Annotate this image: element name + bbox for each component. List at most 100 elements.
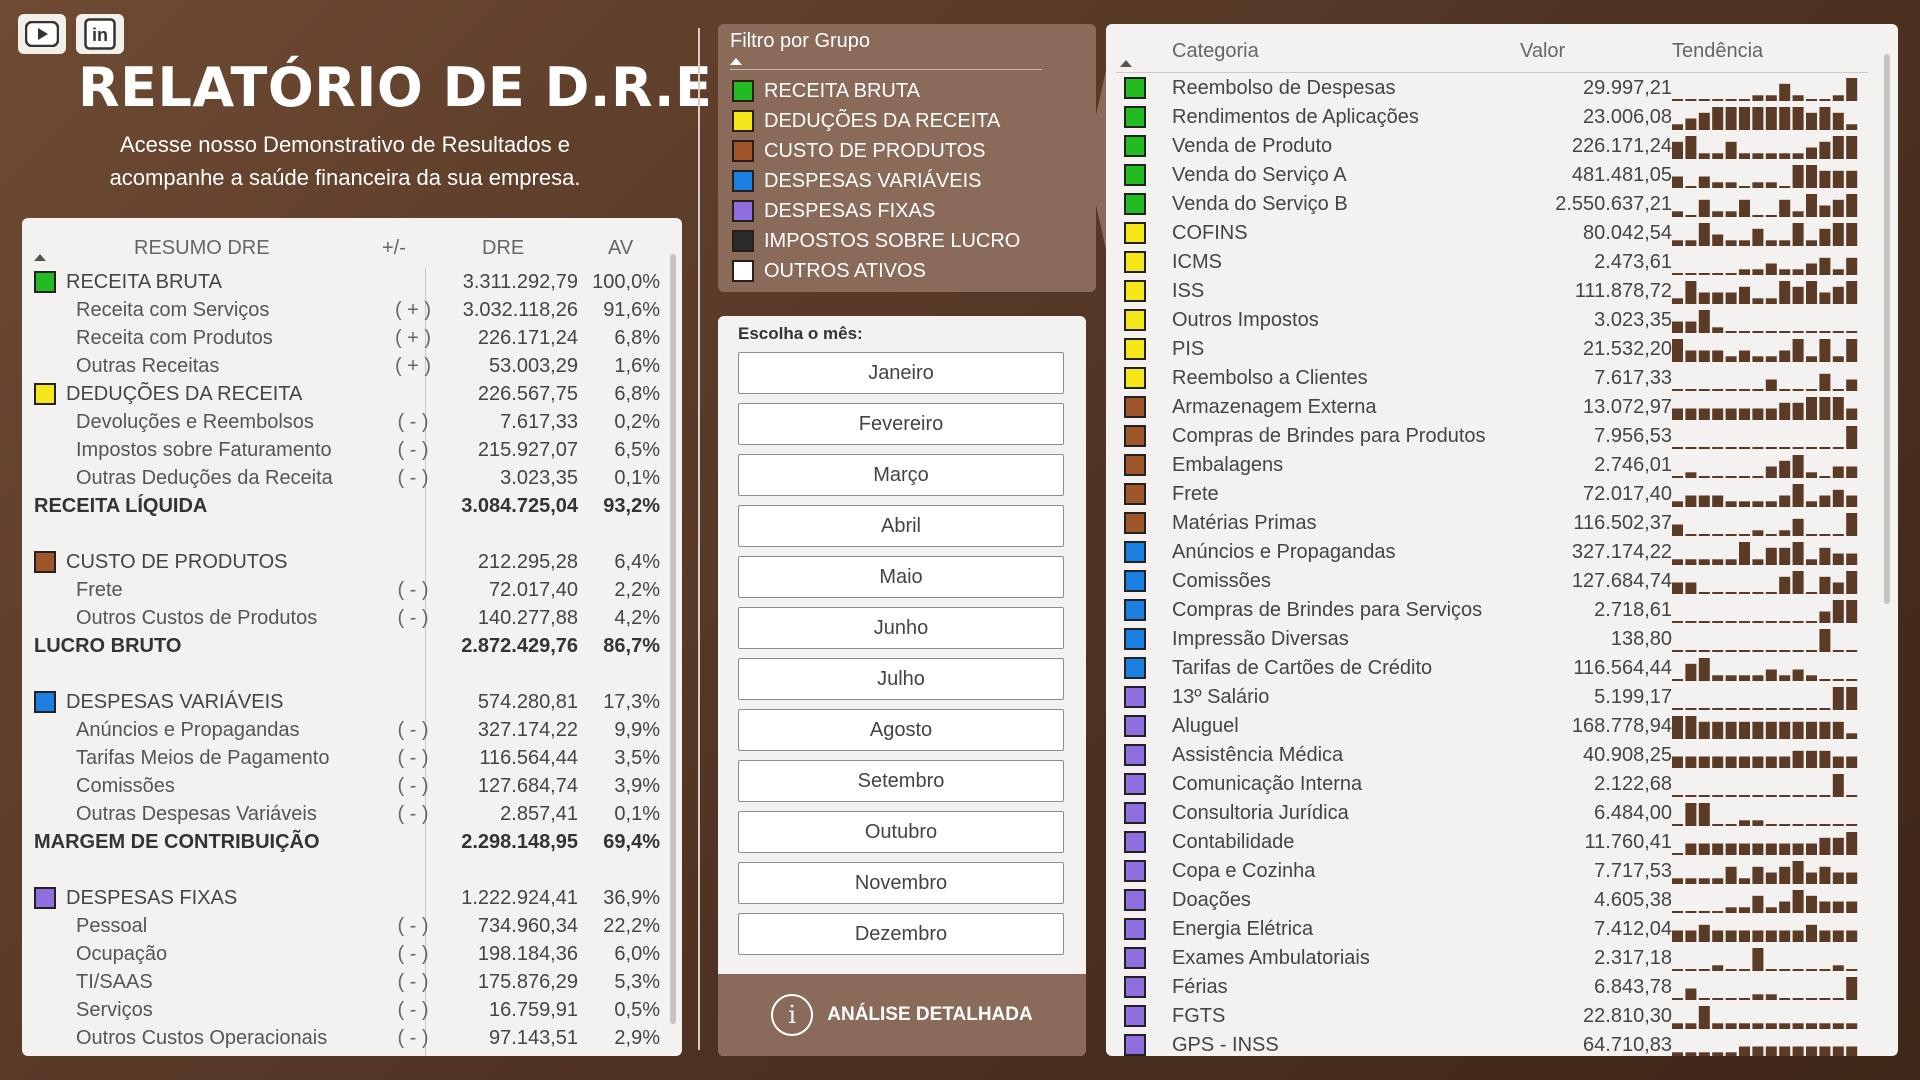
- filter-item[interactable]: DESPESAS FIXAS: [732, 196, 1020, 226]
- filter-item[interactable]: CUSTO DE PRODUTOS: [732, 136, 1020, 166]
- table-row[interactable]: Venda do Serviço B 2.550.637,21: [1106, 190, 1898, 219]
- total-row[interactable]: LUCRO BRUTO 2.872.429,76 86,7%: [22, 632, 682, 660]
- month-button[interactable]: Janeiro: [738, 352, 1064, 394]
- table-row[interactable]: Comunicação Interna 2.122,68: [1106, 770, 1898, 799]
- month-button[interactable]: Outubro: [738, 811, 1064, 853]
- month-button[interactable]: Junho: [738, 607, 1064, 649]
- header-tendencia[interactable]: Tendência: [1672, 40, 1764, 62]
- table-row[interactable]: 13º Salário 5.199,17: [1106, 683, 1898, 712]
- youtube-icon[interactable]: [18, 14, 66, 54]
- group-row[interactable]: DEDUÇÕES DA RECEITA 226.567,75 6,8%: [22, 380, 682, 408]
- filter-item[interactable]: DEDUÇÕES DA RECEITA: [732, 106, 1020, 136]
- table-row[interactable]: Tarifas Meios de Pagamento ( - ) 116.564,4…: [22, 744, 682, 772]
- month-button[interactable]: Abril: [738, 505, 1064, 547]
- group-row[interactable]: DESPESAS FIXAS 1.222.924,41 36,9%: [22, 884, 682, 912]
- table-row[interactable]: Compras de Brindes para Produtos 7.956,53: [1106, 422, 1898, 451]
- table-row[interactable]: TI/SAAS ( - ) 175.876,29 5,3%: [22, 968, 682, 996]
- filter-item[interactable]: IMPOSTOS SOBRE LUCRO: [732, 226, 1020, 256]
- month-button[interactable]: Agosto: [738, 709, 1064, 751]
- table-row[interactable]: Comissões ( - ) 127.684,74 3,9%: [22, 772, 682, 800]
- category-scrollbar[interactable]: [1884, 54, 1890, 604]
- table-row[interactable]: COFINS 80.042,54: [1106, 219, 1898, 248]
- table-row[interactable]: FGTS 22.810,30: [1106, 1002, 1898, 1031]
- table-row[interactable]: ICMS 2.473,61: [1106, 248, 1898, 277]
- trend-bar: [1819, 721, 1831, 739]
- trend-bar: [1672, 524, 1683, 536]
- table-row[interactable]: GPS - INSS 64.710,83: [1106, 1031, 1898, 1056]
- table-row[interactable]: Venda do Serviço A 481.481,05: [1106, 161, 1898, 190]
- table-row[interactable]: Reembolso a Clientes 7.617,33: [1106, 364, 1898, 393]
- total-row[interactable]: RECEITA LÍQUIDA 3.084.725,04 93,2%: [22, 492, 682, 520]
- table-row[interactable]: Pessoal ( - ) 734.960,34 22,2%: [22, 912, 682, 940]
- table-row[interactable]: Tarifas de Cartões de Crédito 116.564,44: [1106, 654, 1898, 683]
- table-row[interactable]: Impostos sobre Faturamento ( - ) 215.927,0…: [22, 436, 682, 464]
- table-row[interactable]: Energia Elétrica 7.412,04: [1106, 915, 1898, 944]
- table-row[interactable]: Outros Custos de Produtos ( - ) 140.277,88…: [22, 604, 682, 632]
- header-av[interactable]: AV: [608, 236, 634, 259]
- table-row[interactable]: Rendimentos de Aplicações 23.006,08: [1106, 103, 1898, 132]
- table-row[interactable]: Embalagens 2.746,01: [1106, 451, 1898, 480]
- table-row[interactable]: Contabilidade 11.760,41: [1106, 828, 1898, 857]
- month-button[interactable]: Dezembro: [738, 913, 1064, 955]
- table-row[interactable]: Copa e Cozinha 7.717,53: [1106, 857, 1898, 886]
- table-row[interactable]: Receita com Produtos ( + ) 226.171,24 6,8%: [22, 324, 682, 352]
- table-row[interactable]: Outros Impostos 3.023,35: [1106, 306, 1898, 335]
- table-row[interactable]: Receita com Serviços ( + ) 3.032.118,26 91,…: [22, 296, 682, 324]
- month-button[interactable]: Setembro: [738, 760, 1064, 802]
- table-row[interactable]: Ocupação ( - ) 198.184,36 6,0%: [22, 940, 682, 968]
- sort-indicator-icon[interactable]: [34, 254, 46, 261]
- filter-item[interactable]: RECEITA BRUTA: [732, 76, 1020, 106]
- table-row[interactable]: Anúncios e Propagandas ( - ) 327.174,22 9,9…: [22, 716, 682, 744]
- table-row[interactable]: Reembolso de Despesas 29.997,21: [1106, 74, 1898, 103]
- table-row[interactable]: Outras Receitas ( + ) 53.003,29 1,6%: [22, 352, 682, 380]
- filter-item[interactable]: DESPESAS VARIÁVEIS: [732, 166, 1020, 196]
- table-row[interactable]: Armazenagem Externa 13.072,97: [1106, 393, 1898, 422]
- trend-bar: [1819, 611, 1831, 623]
- table-row[interactable]: Comissões 127.684,74: [1106, 567, 1898, 596]
- table-row[interactable]: Férias 6.843,78: [1106, 973, 1898, 1002]
- group-row[interactable]: DESPESAS VARIÁVEIS 574.280,81 17,3%: [22, 688, 682, 716]
- month-button[interactable]: Fevereiro: [738, 403, 1064, 445]
- detailed-analysis-button[interactable]: i ANÁLISE DETALHADA: [718, 974, 1086, 1056]
- table-row[interactable]: Doações 4.605,38: [1106, 886, 1898, 915]
- filter-sort-icon[interactable]: [730, 58, 742, 65]
- table-row[interactable]: Anúncios e Propagandas 327.174,22: [1106, 538, 1898, 567]
- linkedin-icon[interactable]: in: [76, 14, 124, 54]
- category-sort-icon[interactable]: [1120, 60, 1132, 67]
- table-row[interactable]: Consultoria Jurídica 6.484,00: [1106, 799, 1898, 828]
- table-row[interactable]: Matérias Primas 116.502,37: [1106, 509, 1898, 538]
- table-row[interactable]: Devoluções e Reembolsos ( - ) 7.617,33 0,2%: [22, 408, 682, 436]
- table-row[interactable]: ISS 111.878,72: [1106, 277, 1898, 306]
- table-row[interactable]: Frete ( - ) 72.017,40 2,2%: [22, 576, 682, 604]
- table-row[interactable]: Outros Custos Operacionais ( - ) 97.143,51…: [22, 1024, 682, 1052]
- dre-scrollbar[interactable]: [670, 254, 676, 1024]
- header-categoria[interactable]: Categoria: [1172, 40, 1259, 62]
- header-sign[interactable]: +/-: [382, 236, 406, 259]
- table-row[interactable]: Compras de Brindes para Serviços 2.718,61: [1106, 596, 1898, 625]
- trend-bar: [1819, 708, 1831, 710]
- month-button[interactable]: Maio: [738, 556, 1064, 598]
- trend-bar: [1725, 356, 1737, 362]
- group-row[interactable]: CUSTO DE PRODUTOS 212.295,28 6,4%: [22, 548, 682, 576]
- table-row[interactable]: Outras Deduções da Receita ( - ) 3.023,35 0…: [22, 464, 682, 492]
- group-row[interactable]: RECEITA BRUTA 3.311.292,79 100,0%: [22, 268, 682, 296]
- month-button[interactable]: Novembro: [738, 862, 1064, 904]
- table-row[interactable]: Exames Ambulatoriais 2.317,18: [1106, 944, 1898, 973]
- trend-bar: [1819, 795, 1831, 797]
- header-dre[interactable]: DRE: [482, 236, 525, 259]
- table-row[interactable]: Venda de Produto 226.171,24: [1106, 132, 1898, 161]
- table-row[interactable]: Assistência Médica 40.908,25: [1106, 741, 1898, 770]
- table-row[interactable]: PIS 21.532,20: [1106, 335, 1898, 364]
- month-button[interactable]: Julho: [738, 658, 1064, 700]
- filter-item[interactable]: OUTROS ATIVOS: [732, 256, 1020, 286]
- header-valor[interactable]: Valor: [1520, 40, 1566, 62]
- table-row[interactable]: Aluguel 168.778,94: [1106, 712, 1898, 741]
- table-row[interactable]: Serviços ( - ) 16.759,91 0,5%: [22, 996, 682, 1024]
- table-row[interactable]: Outras Despesas Variáveis ( - ) 2.857,41 0,…: [22, 800, 682, 828]
- total-row[interactable]: MARGEM DE CONTRIBUIÇÃO 2.298.148,95 69,4%: [22, 828, 682, 856]
- table-row[interactable]: Frete 72.017,40: [1106, 480, 1898, 509]
- month-button[interactable]: Março: [738, 454, 1064, 496]
- trend-bar: [1765, 356, 1777, 362]
- header-resumo[interactable]: RESUMO DRE: [134, 236, 270, 259]
- table-row[interactable]: Impressão Diversas 138,80: [1106, 625, 1898, 654]
